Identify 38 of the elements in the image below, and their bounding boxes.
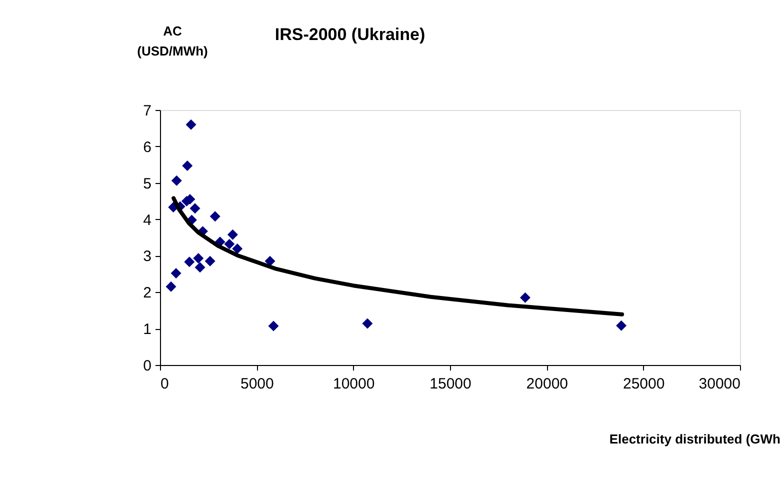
y-tick-label: 0	[143, 358, 152, 374]
x-tick-label: 5000	[240, 376, 274, 392]
y-axis-title: AC (USD/MWh)	[137, 24, 208, 58]
y-tick-label: 7	[143, 102, 152, 120]
point	[362, 318, 373, 329]
point	[171, 175, 182, 186]
point	[210, 211, 220, 222]
y-tick-label: 1	[143, 321, 152, 338]
point	[186, 119, 196, 130]
point	[268, 320, 279, 332]
point	[166, 281, 176, 292]
y-tick-label: 4	[143, 212, 152, 229]
x-tick-label: 15000	[430, 376, 472, 392]
point	[224, 238, 235, 250]
point	[193, 253, 204, 264]
point	[232, 244, 243, 254]
point	[184, 256, 195, 268]
x-tick-label: 25000	[622, 376, 665, 392]
point	[616, 320, 627, 331]
point	[190, 203, 200, 214]
y-tick-label: 5	[143, 175, 152, 192]
point	[170, 268, 182, 278]
x-axis-title: Electricity distributed (GWh	[609, 432, 781, 446]
point	[264, 256, 276, 266]
y-tick-label: 3	[143, 248, 152, 266]
line-series	[172, 196, 624, 316]
x-tick-label: 30000	[698, 376, 740, 392]
x-tick-label: 10000	[332, 376, 375, 392]
point	[227, 229, 238, 240]
point	[182, 160, 193, 171]
y-tick-label: 2	[143, 284, 152, 302]
point	[520, 292, 530, 303]
point	[194, 262, 206, 273]
x-tick-label: 20000	[526, 376, 568, 392]
point	[204, 256, 216, 266]
chart-title: IRS-2000 (Ukraine)	[274, 25, 426, 44]
y-tick-label: 6	[143, 138, 152, 156]
x-tick-label: 0	[160, 376, 169, 392]
